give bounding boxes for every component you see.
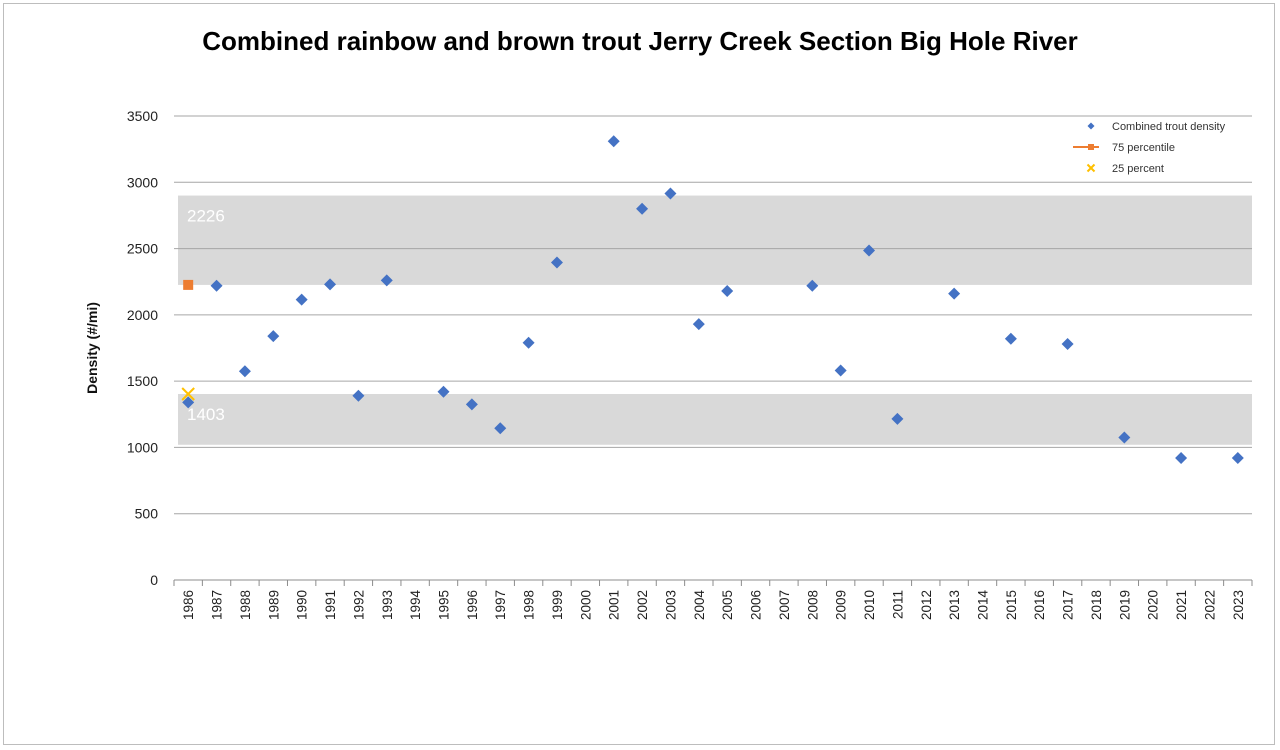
legend: Combined trout density 75 percentile 25 pe… bbox=[1073, 121, 1226, 175]
point-0-2011 bbox=[891, 412, 904, 425]
x-tick-label: 2001 bbox=[607, 590, 622, 620]
chart-frame bbox=[3, 3, 1275, 745]
point-0-1996 bbox=[465, 398, 478, 411]
x-tick-label: 2008 bbox=[805, 590, 820, 620]
x-tick-label: 2006 bbox=[749, 590, 764, 620]
point-0-2015 bbox=[1004, 332, 1017, 345]
x-tick-label: 2022 bbox=[1202, 590, 1217, 620]
y-tick-label: 1500 bbox=[127, 373, 158, 389]
x-tick-label: 1997 bbox=[493, 590, 508, 620]
point-0-1991 bbox=[324, 278, 337, 291]
x-tick-label: 1988 bbox=[238, 590, 253, 620]
x-tick-label: 1996 bbox=[465, 590, 480, 620]
x-tick-label: 2009 bbox=[834, 590, 849, 620]
point-0-2021 bbox=[1175, 452, 1188, 465]
x-tick-label: 2002 bbox=[635, 590, 650, 620]
point-0-1995 bbox=[437, 385, 450, 398]
y-tick-label: 2000 bbox=[127, 307, 158, 323]
x-tick-label: 1990 bbox=[295, 590, 310, 620]
x-tick-label: 1993 bbox=[380, 590, 395, 620]
x-tick-label: 2003 bbox=[663, 590, 678, 620]
point-0-1997 bbox=[494, 422, 507, 435]
y-tick-label: 0 bbox=[150, 572, 158, 588]
point-0-2023 bbox=[1231, 452, 1244, 465]
band-label-1: 1403 bbox=[187, 405, 225, 424]
point-1-1986 bbox=[183, 279, 194, 290]
point-0-2001 bbox=[607, 135, 620, 148]
x-tick-label: 2011 bbox=[890, 590, 905, 619]
x-tick-label: 2000 bbox=[578, 590, 593, 620]
x-tick-label: 1999 bbox=[550, 590, 565, 620]
point-0-2010 bbox=[863, 244, 876, 257]
legend-marker-0 bbox=[1087, 122, 1095, 130]
y-tick-label: 500 bbox=[135, 506, 159, 522]
x-tick-label: 1998 bbox=[522, 590, 537, 620]
point-0-1990 bbox=[295, 293, 308, 306]
shaded-bands: 2226 1403 bbox=[178, 195, 1252, 445]
x-tick-label: 2013 bbox=[947, 590, 962, 620]
x-tick-label: 2023 bbox=[1231, 590, 1246, 620]
point-0-1999 bbox=[550, 256, 563, 269]
point-0-2019 bbox=[1118, 431, 1131, 444]
point-0-2003 bbox=[664, 187, 677, 200]
point-0-1986 bbox=[182, 396, 195, 409]
x-tick-label: 1986 bbox=[181, 590, 196, 620]
legend-label-2: 25 percent bbox=[1112, 163, 1164, 175]
x-tick-label: 2004 bbox=[692, 590, 707, 621]
y-tick-label: 2500 bbox=[127, 241, 158, 257]
band-label-0: 2226 bbox=[187, 207, 225, 226]
band-1 bbox=[178, 394, 1252, 445]
y-tick-label: 3500 bbox=[127, 108, 158, 124]
chart-title: Combined rainbow and brown trout Jerry C… bbox=[202, 26, 1078, 56]
legend-marker-2 bbox=[1086, 163, 1096, 173]
legend-label-0: Combined trout density bbox=[1112, 121, 1226, 133]
x-tick-label: 1987 bbox=[210, 590, 225, 620]
point-0-1987 bbox=[210, 279, 223, 292]
x-tick-label: 2012 bbox=[919, 590, 934, 620]
point-0-1998 bbox=[522, 336, 535, 349]
x-tick-label: 2020 bbox=[1146, 590, 1161, 620]
y-tick-label: 1000 bbox=[127, 439, 158, 455]
x-tick-label: 2007 bbox=[777, 590, 792, 620]
y-axis-ticks: 0 500 1000 1500 2000 2500 3000 3500 bbox=[127, 108, 158, 588]
y-axis-label: Density (#/mi) bbox=[84, 302, 100, 394]
point-0-1988 bbox=[238, 365, 251, 378]
point-0-2013 bbox=[948, 287, 961, 300]
x-tick-label: 2005 bbox=[720, 590, 735, 620]
band-0 bbox=[178, 195, 1252, 285]
point-0-2002 bbox=[636, 202, 649, 215]
point-0-1992 bbox=[352, 389, 365, 402]
point-0-2004 bbox=[692, 318, 705, 331]
x-tick-label: 1994 bbox=[408, 590, 423, 621]
point-0-2005 bbox=[721, 284, 734, 297]
y-tick-label: 3000 bbox=[127, 174, 158, 190]
x-tick-label: 1989 bbox=[266, 590, 281, 620]
x-tick-label: 1992 bbox=[351, 590, 366, 620]
data-points bbox=[181, 135, 1244, 465]
legend-marker-1 bbox=[1088, 144, 1094, 150]
x-tick-label: 1995 bbox=[437, 590, 452, 620]
x-tick-label: 2021 bbox=[1174, 590, 1189, 620]
point-0-1993 bbox=[380, 274, 393, 287]
x-tick-label: 2017 bbox=[1061, 590, 1076, 620]
x-tick-label: 2016 bbox=[1032, 590, 1047, 620]
x-tick-label: 2019 bbox=[1117, 590, 1132, 620]
legend-label-1: 75 percentile bbox=[1112, 142, 1175, 154]
point-0-2009 bbox=[834, 364, 847, 377]
x-tick-label: 2014 bbox=[976, 590, 991, 621]
point-0-1989 bbox=[267, 330, 280, 343]
x-tick-label: 1991 bbox=[323, 590, 338, 620]
x-tick-label: 2018 bbox=[1089, 590, 1104, 620]
point-2-1986 bbox=[181, 387, 195, 401]
x-tick-label: 2015 bbox=[1004, 590, 1019, 620]
x-tick-label: 2010 bbox=[862, 590, 877, 620]
point-0-2017 bbox=[1061, 338, 1074, 351]
grid-lines bbox=[174, 115, 1252, 581]
point-0-2008 bbox=[806, 279, 819, 292]
x-axis-ticks: 1986 1987 1988 1989 1990 1991 1992 1993 1994 1995… bbox=[173, 580, 1253, 621]
